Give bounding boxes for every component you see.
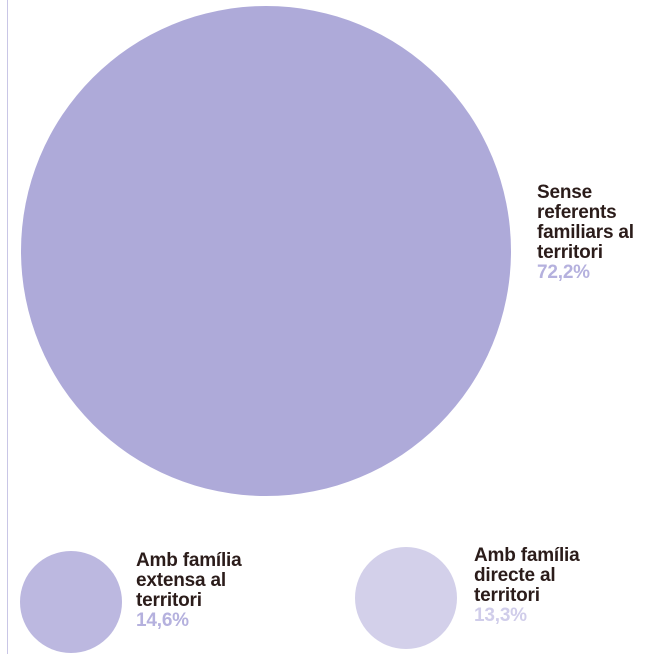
label-value: 72,2% [537,262,590,283]
label-value: 14,6% [136,610,189,631]
label-name: Amb família directe al territori [474,545,580,606]
label-name: Sense referents familiars al territori [537,182,634,263]
label-familia-extensa: Amb família extensa al territori 14,6% [136,551,286,631]
bubble-familia-extensa [20,551,122,653]
left-rule [7,0,8,654]
label-value: 13,3% [474,605,527,626]
label-sense-referents: Sense referents familiars al territori 7… [537,183,652,283]
label-name: Amb família extensa al territori [136,550,242,611]
bubble-sense-referents [21,6,511,496]
label-familia-directe: Amb família directe al territori 13,3% [474,546,644,626]
bubble-familia-directe [355,547,457,649]
